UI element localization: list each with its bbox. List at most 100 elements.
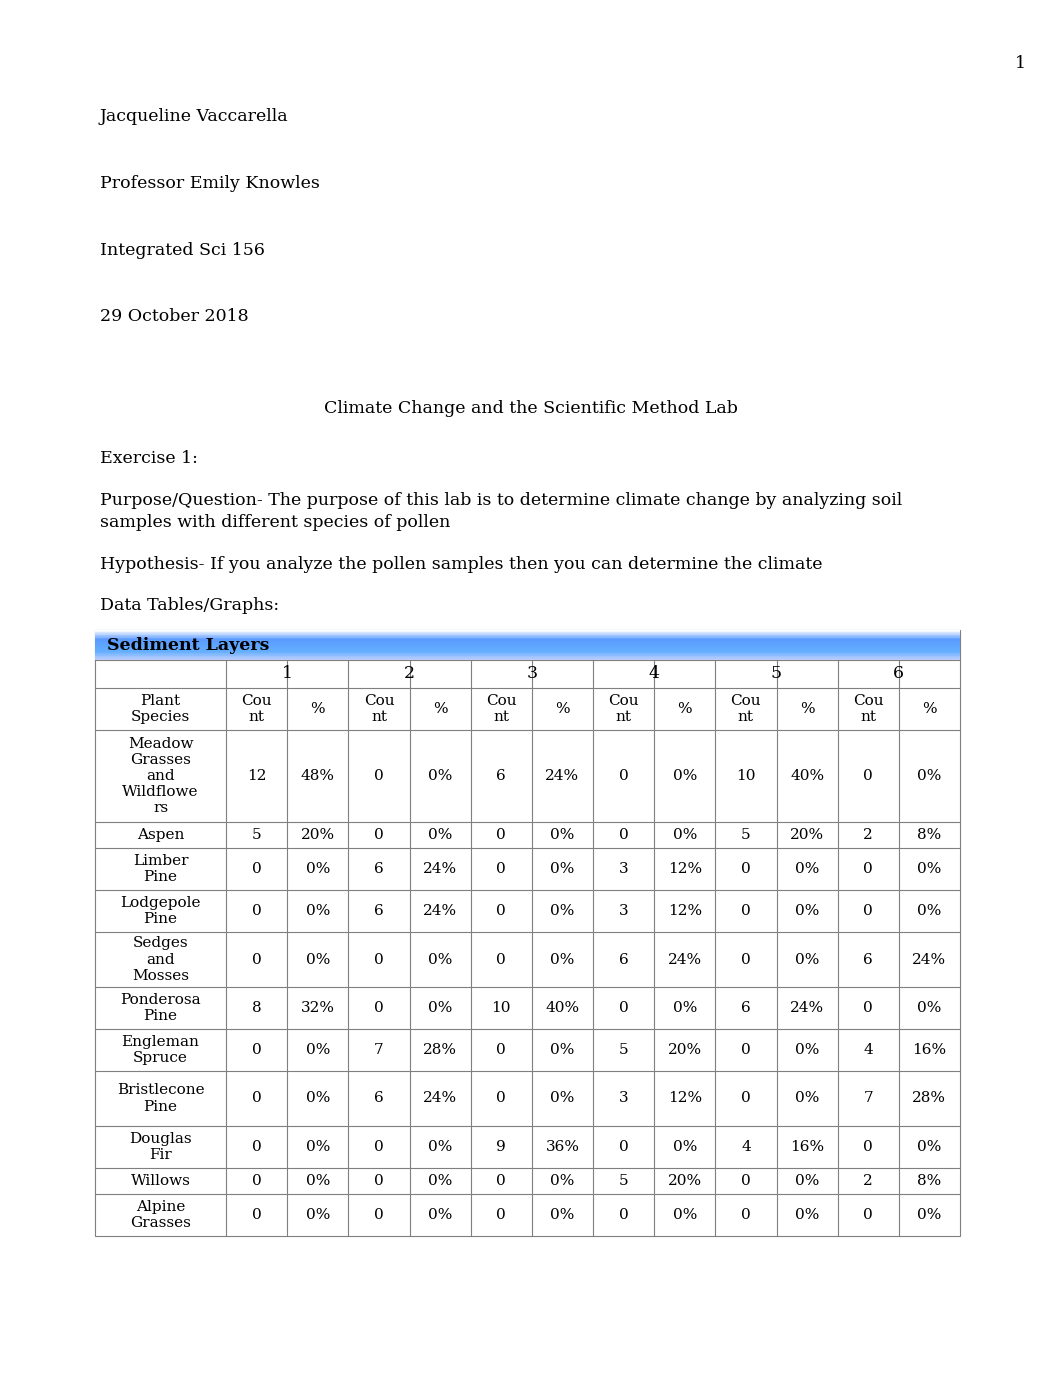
Text: 2: 2 [404, 665, 415, 683]
Text: 0%: 0% [672, 1208, 697, 1221]
Text: 3: 3 [619, 862, 629, 876]
Text: 0%: 0% [306, 1140, 330, 1154]
Text: 0: 0 [496, 903, 507, 918]
Text: 24%: 24% [423, 1092, 457, 1106]
Text: 0: 0 [252, 1175, 261, 1188]
Text: 0: 0 [741, 862, 751, 876]
Text: 0: 0 [252, 1140, 261, 1154]
Text: 0%: 0% [550, 1092, 575, 1106]
Text: 6: 6 [893, 665, 905, 683]
Text: 0: 0 [374, 828, 383, 841]
Text: Integrated Sci 156: Integrated Sci 156 [100, 242, 264, 259]
Text: 8%: 8% [918, 828, 942, 841]
Text: 0: 0 [374, 1208, 383, 1221]
Text: 0: 0 [741, 903, 751, 918]
Text: 0%: 0% [306, 903, 330, 918]
Text: 0: 0 [496, 862, 507, 876]
Text: 0%: 0% [428, 1208, 452, 1221]
Text: 0%: 0% [306, 1042, 330, 1058]
Text: 6: 6 [374, 862, 383, 876]
Text: 16%: 16% [790, 1140, 824, 1154]
Text: 12%: 12% [668, 1092, 702, 1106]
Text: 5: 5 [252, 828, 261, 841]
Text: 0%: 0% [550, 828, 575, 841]
Text: 0%: 0% [672, 1140, 697, 1154]
Text: 0%: 0% [550, 903, 575, 918]
Text: 0%: 0% [795, 903, 819, 918]
Text: 20%: 20% [790, 828, 824, 841]
Text: 0: 0 [496, 1042, 507, 1058]
Text: %: % [922, 702, 937, 716]
Text: 5: 5 [619, 1042, 629, 1058]
Text: 36%: 36% [546, 1140, 580, 1154]
Text: 0: 0 [619, 1140, 629, 1154]
Text: 0%: 0% [428, 1175, 452, 1188]
Text: 28%: 28% [423, 1042, 457, 1058]
Text: Cou
nt: Cou nt [609, 694, 639, 724]
Text: Climate Change and the Scientific Method Lab: Climate Change and the Scientific Method… [324, 399, 738, 417]
Text: 0%: 0% [306, 1092, 330, 1106]
Text: 0: 0 [252, 903, 261, 918]
Text: 6: 6 [496, 768, 507, 784]
Text: 0: 0 [741, 1175, 751, 1188]
Text: %: % [678, 702, 692, 716]
Text: %: % [310, 702, 325, 716]
Text: 7: 7 [374, 1042, 383, 1058]
Text: 0%: 0% [918, 1140, 942, 1154]
Text: %: % [800, 702, 815, 716]
Text: 6: 6 [741, 1001, 751, 1015]
Text: 29 October 2018: 29 October 2018 [100, 308, 249, 325]
Text: 20%: 20% [668, 1175, 702, 1188]
Text: 8: 8 [252, 1001, 261, 1015]
Text: 0: 0 [374, 1140, 383, 1154]
Text: samples with different species of pollen: samples with different species of pollen [100, 514, 450, 532]
Text: 8%: 8% [918, 1175, 942, 1188]
Text: 24%: 24% [546, 768, 580, 784]
Text: 0%: 0% [795, 1092, 819, 1106]
Text: Aspen: Aspen [137, 828, 184, 841]
Text: 0: 0 [863, 768, 873, 784]
Text: 0%: 0% [428, 1001, 452, 1015]
Text: Cou
nt: Cou nt [853, 694, 884, 724]
Text: 0%: 0% [428, 953, 452, 967]
Text: Cou
nt: Cou nt [241, 694, 272, 724]
Text: 0%: 0% [795, 1175, 819, 1188]
Text: 0%: 0% [428, 828, 452, 841]
Text: 0: 0 [863, 1140, 873, 1154]
Text: Data Tables/Graphs:: Data Tables/Graphs: [100, 598, 279, 614]
Text: 12: 12 [246, 768, 267, 784]
Text: 3: 3 [619, 1092, 629, 1106]
Text: 5: 5 [619, 1175, 629, 1188]
Text: 0: 0 [496, 1208, 507, 1221]
Text: 4: 4 [863, 1042, 873, 1058]
Text: 0: 0 [619, 768, 629, 784]
Text: 0: 0 [863, 862, 873, 876]
Text: Professor Emily Knowles: Professor Emily Knowles [100, 175, 320, 191]
Text: 0: 0 [374, 1001, 383, 1015]
Text: 0: 0 [374, 768, 383, 784]
Text: 28%: 28% [912, 1092, 946, 1106]
Text: 0: 0 [619, 828, 629, 841]
Text: 0%: 0% [672, 1001, 697, 1015]
Text: 0%: 0% [672, 768, 697, 784]
Text: 3: 3 [527, 665, 537, 683]
Text: 0%: 0% [795, 862, 819, 876]
Text: 24%: 24% [668, 953, 702, 967]
Text: 0: 0 [374, 953, 383, 967]
Text: 0: 0 [863, 1001, 873, 1015]
Text: Sediment Layers: Sediment Layers [107, 636, 270, 654]
Text: 6: 6 [374, 1092, 383, 1106]
Text: Cou
nt: Cou nt [363, 694, 394, 724]
Text: 0: 0 [252, 862, 261, 876]
Text: %: % [555, 702, 569, 716]
Text: Exercise 1:: Exercise 1: [100, 450, 198, 467]
Text: 0%: 0% [918, 1208, 942, 1221]
Text: 3: 3 [619, 903, 629, 918]
Text: 0%: 0% [428, 1140, 452, 1154]
Text: 0: 0 [741, 1042, 751, 1058]
Text: 0%: 0% [795, 953, 819, 967]
Text: 0: 0 [252, 1208, 261, 1221]
Text: 0: 0 [496, 1092, 507, 1106]
Text: Cou
nt: Cou nt [731, 694, 761, 724]
Text: 0: 0 [496, 828, 507, 841]
